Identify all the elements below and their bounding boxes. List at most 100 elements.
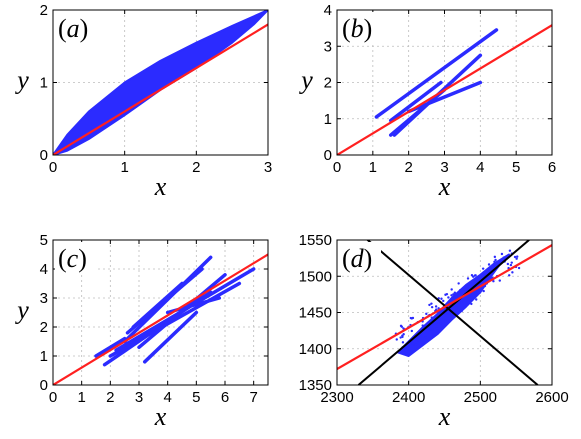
x-tick-label: 0 (49, 159, 57, 176)
scatter-point (493, 260, 496, 263)
scatter-point (455, 309, 458, 312)
scatter-point (481, 267, 485, 270)
data-layer (337, 240, 552, 385)
scatter-point (435, 321, 438, 325)
x-tick-label: 2 (106, 389, 114, 406)
scatter-point (457, 308, 461, 311)
scatter-point (482, 289, 485, 293)
scatter-point (414, 343, 418, 347)
scatter-streak (389, 88, 447, 137)
panel-label: (b) (342, 14, 372, 43)
x-tick-label: 2 (404, 159, 412, 176)
y-tick-label: 1 (324, 111, 332, 128)
scatter-point (450, 294, 453, 297)
x-tick-label: 3 (135, 389, 143, 406)
principal-axis-1 (357, 240, 530, 385)
panel-label: (a) (58, 14, 88, 43)
x-tick-label: 6 (548, 159, 556, 176)
x-tick-label: 2 (192, 159, 200, 176)
data-layer (53, 253, 268, 385)
y-axis-label: y (14, 66, 29, 95)
y-tick-label: 1450 (299, 305, 332, 322)
x-tick-label: 2600 (535, 389, 568, 406)
fit-line (53, 253, 268, 385)
panel-label: (d) (342, 244, 372, 273)
y-tick-label: 2 (40, 319, 48, 336)
fit-line (53, 23, 268, 155)
panel-label: (c) (58, 244, 87, 273)
x-tick-label: 2400 (392, 389, 425, 406)
scatter-point (511, 271, 514, 274)
panel-label-bg (339, 242, 381, 272)
x-tick-label: 0 (333, 159, 341, 176)
scatter-point (487, 263, 491, 266)
scatter-point (440, 297, 443, 300)
y-tick-label: 0 (324, 147, 332, 164)
y-tick-label: 4 (324, 2, 332, 19)
x-tick-label: 2500 (464, 389, 497, 406)
scatter-point (475, 276, 478, 280)
scatter-point (435, 327, 439, 330)
scatter-point (399, 336, 402, 339)
scatter-streak (137, 273, 227, 350)
scatter-point (431, 328, 434, 331)
scatter-point (453, 297, 457, 300)
y-tick-label: 0 (40, 377, 48, 394)
scatter-point (506, 262, 510, 266)
y-tick-label: 3 (40, 290, 48, 307)
scatter-point (474, 274, 477, 277)
panel-a: 0 1 2 3 0 1 2 x y (a) (14, 2, 272, 201)
y-tick-label: 1350 (299, 377, 332, 394)
scatter-point (444, 320, 447, 323)
scatter-point (460, 301, 463, 304)
scatter-point (409, 316, 413, 320)
y-tick-label: 4 (40, 261, 48, 278)
scatter-point (428, 303, 431, 307)
scatter-point (434, 305, 438, 308)
y-tick-label: 1 (40, 348, 48, 365)
scatter-point (430, 316, 434, 319)
scatter-point (433, 322, 436, 326)
scatter-point (455, 306, 458, 309)
scatter-point (466, 277, 470, 280)
y-axis-label: y (298, 66, 313, 95)
scatter-point (395, 338, 398, 341)
scatter-point (429, 327, 432, 331)
scatter-point (449, 316, 453, 319)
scatter-point (493, 255, 497, 259)
y-tick-label: 1550 (299, 232, 332, 249)
y-axis-label: y (14, 296, 29, 325)
scatter-point (508, 274, 511, 277)
scatter-streak (406, 80, 483, 114)
x-axis-label: x (438, 172, 451, 201)
data-layer (53, 10, 268, 155)
x-tick-label: 1 (120, 159, 128, 176)
scatter-point (425, 312, 428, 316)
scatter-point (474, 280, 478, 284)
x-tick-label: 5 (192, 389, 200, 406)
y-tick-label: 1400 (299, 341, 332, 358)
scatter-point (428, 325, 431, 329)
scatter-point (513, 255, 517, 259)
x-tick-label: 5 (512, 159, 520, 176)
scatter-point (439, 322, 443, 325)
panel-b: 0 1 2 3 4 5 6 0 1 2 3 4 x y (b) (298, 2, 556, 201)
panel-label-bg (55, 242, 97, 272)
y-tick-label: 0 (40, 147, 48, 164)
scatter-streak (389, 80, 443, 123)
scatter-point (500, 252, 504, 256)
scatter-point (452, 293, 455, 296)
scatter-point (421, 324, 424, 327)
y-tick-label: 1 (40, 75, 48, 92)
y-tick-label: 5 (40, 232, 48, 249)
y-tick-label: 2 (40, 2, 48, 19)
scatter-point (509, 263, 513, 267)
scatter-streak (94, 336, 127, 358)
scatter-point (460, 309, 464, 313)
scatter-point (498, 279, 501, 282)
scatter-point (508, 249, 512, 252)
scatter-streak (108, 281, 242, 358)
scatter-point (483, 284, 487, 288)
scatter-point (430, 302, 433, 305)
y-tick-label: 3 (324, 38, 332, 55)
